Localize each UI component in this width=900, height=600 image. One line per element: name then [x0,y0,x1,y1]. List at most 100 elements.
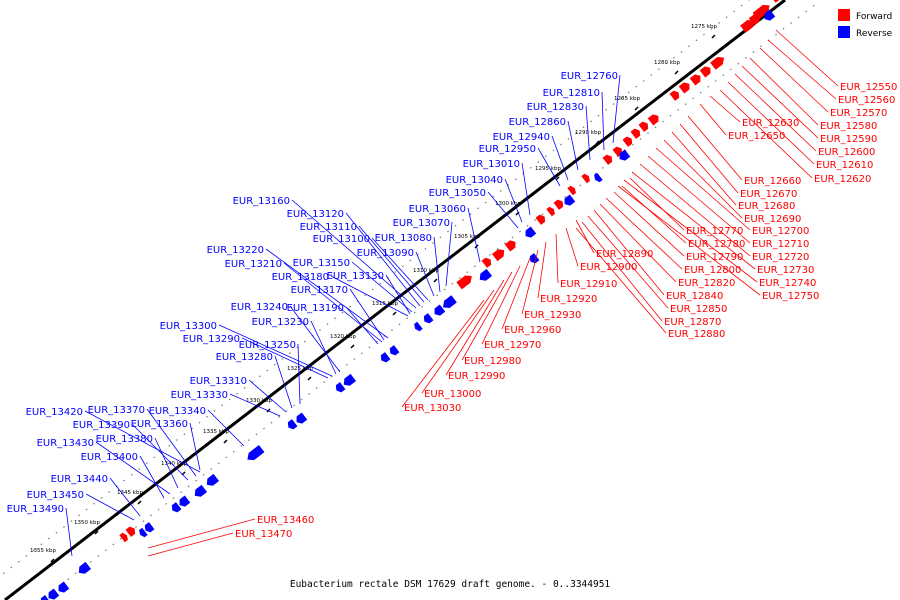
forward-leader-line [699,103,727,136]
forward-leader-line [767,39,837,100]
reverse-leader-line [349,288,385,341]
reverse-gene-label: EUR_13100 [313,234,370,245]
forward-gene-label: EUR_13000 [424,389,481,400]
reverse-gene-arrow [619,149,631,161]
forward-gene-arrow [689,74,701,86]
forward-leader-line [445,279,505,376]
reverse-leader-line [345,212,421,307]
reverse-gene-arrow [414,321,423,332]
forward-leader-line [147,518,256,549]
reverse-gene-arrow [389,345,400,356]
reverse-gene-arrow [287,419,298,430]
forward-gene-arrow [630,128,641,139]
reverse-leader-line [487,191,519,229]
reverse-leader-line [218,324,333,377]
tick-label: 1285 kbp [614,96,640,102]
forward-gene-label: EUR_12880 [668,329,725,340]
forward-leader-line [631,171,756,270]
reverse-gene-label: EUR_13040 [446,175,503,186]
reverse-leader-line [229,393,281,417]
tick-label: 1280 kbp [654,60,680,66]
forward-gene-arrow [638,121,649,132]
reverse-gene-label: EUR_13280 [216,352,273,363]
forward-gene-arrow [602,154,613,165]
forward-gene-label: EUR_12900 [580,262,637,273]
forward-gene-label: EUR_12850 [670,304,727,315]
forward-gene-label: EUR_12710 [752,239,809,250]
reverse-leader-line [84,410,201,473]
forward-leader-line [421,289,495,394]
reverse-gene-label: EUR_13210 [225,259,282,270]
reverse-gene-label: EUR_12760 [561,71,618,82]
genome-caption: Eubacterium rectale DSM 17629 draft geno… [290,579,611,590]
forward-gene-arrow [748,14,760,26]
forward-gene-arrow [581,173,590,184]
forward-gene-arrow [567,185,576,196]
reverse-gene-arrow [296,412,308,424]
reverse-gene-arrow [335,382,346,393]
tick-mark [350,344,355,349]
forward-leader-line [623,179,758,283]
reverse-gene-label: EUR_13420 [26,407,83,418]
forward-gene-arrow [553,199,564,210]
forward-gene-arrow [125,526,136,537]
reverse-gene-label: EUR_13220 [207,245,264,256]
forward-gene-label: EUR_13470 [235,529,292,540]
reverse-gene-label: EUR_13300 [160,321,217,332]
forward-gene-label: EUR_12670 [740,189,797,200]
forward-leader-line [617,185,761,296]
tick-mark [595,140,600,145]
reverse-gene-arrow [194,484,208,497]
tick-label: 1305 kbp [454,234,480,240]
reverse-gene-label: EUR_13080 [375,233,432,244]
reverse-gene-label: EUR_13150 [293,258,350,269]
reverse-leader-line [154,437,179,489]
reverse-gene-arrow [479,268,493,281]
reverse-gene-arrow [423,313,434,324]
forward-gene-label: EUR_12930 [524,310,581,321]
reverse-leader-line [415,251,435,297]
forward-gene-arrow [740,20,755,33]
forward-leader-line [741,65,819,139]
tick-label: 1350 kbp [74,520,100,526]
legend-forward-swatch [838,9,850,21]
forward-leader-line [679,123,739,194]
tick-mark [137,500,142,505]
reverse-gene-arrow [343,373,357,386]
reverse-gene-label: EUR_13330 [171,390,228,401]
reverse-gene-arrow [40,595,49,600]
reverse-leader-line [241,337,329,379]
reverse-leader-line [358,225,425,303]
forward-leader-line [587,215,669,309]
forward-gene-label: EUR_12770 [686,226,743,237]
forward-leader-line [147,532,234,557]
tick-label: 1295 kbp [535,166,561,172]
reverse-gene-label: EUR_13190 [287,303,344,314]
reverse-leader-line [95,441,171,495]
reverse-gene-arrow [139,527,148,538]
reverse-leader-line [109,477,141,517]
reverse-gene-label: EUR_13170 [291,285,348,296]
forward-gene-arrow [535,214,546,225]
reverse-leader-line [85,493,135,521]
reverse-gene-arrow [171,502,182,513]
reverse-leader-line [146,408,197,477]
forward-gene-label: EUR_12790 [686,252,743,263]
reverse-leader-line [274,355,293,409]
forward-gene-label: EUR_12800 [684,265,741,276]
forward-leader-line [521,249,539,315]
forward-gene-label: EUR_12730 [757,265,814,276]
forward-gene-label: EUR_12720 [752,252,809,263]
reverse-gene-arrow [247,445,265,461]
tick-label: 1310 kbp [413,268,439,274]
legend: Forward Reverse [838,9,893,39]
forward-gene-label: EUR_12960 [504,325,561,336]
axis-line [4,0,786,600]
forward-leader-line [687,115,743,181]
reverse-gene-label: EUR_13010 [463,159,520,170]
forward-gene-arrow [546,206,555,217]
legend-reverse-label: Reverse [856,29,893,39]
reverse-gene-label: EUR_12810 [543,88,600,99]
reverse-leader-line [521,162,531,216]
